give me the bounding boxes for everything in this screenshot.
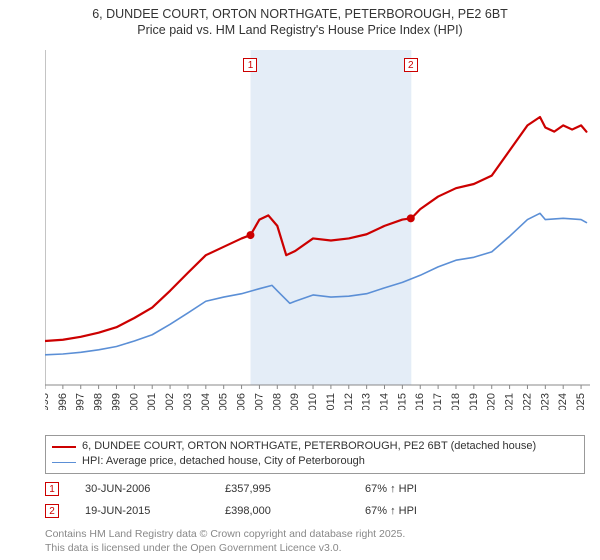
marker-num-2: 2: [49, 506, 55, 517]
svg-text:2004: 2004: [200, 393, 212, 410]
svg-text:2006: 2006: [236, 393, 248, 410]
svg-text:2001: 2001: [146, 393, 158, 410]
transaction-row-2: 2 19-JUN-2015 £398,000 67% ↑ HPI: [45, 500, 585, 522]
attribution-line-2: This data is licensed under the Open Gov…: [45, 542, 342, 554]
transaction-price-1: £357,995: [225, 483, 365, 495]
legend: 6, DUNDEE COURT, ORTON NORTHGATE, PETERB…: [45, 435, 585, 474]
chart-title: 6, DUNDEE COURT, ORTON NORTHGATE, PETERB…: [0, 0, 600, 39]
svg-text:2005: 2005: [218, 393, 230, 410]
svg-text:2022: 2022: [521, 393, 533, 410]
chart-container: 6, DUNDEE COURT, ORTON NORTHGATE, PETERB…: [0, 0, 600, 560]
svg-text:2013: 2013: [361, 393, 373, 410]
svg-text:2000: 2000: [128, 393, 140, 410]
svg-text:2019: 2019: [468, 393, 480, 410]
svg-text:1996: 1996: [57, 393, 69, 410]
svg-text:2012: 2012: [343, 393, 355, 410]
title-line-1: 6, DUNDEE COURT, ORTON NORTHGATE, PETERB…: [92, 7, 508, 21]
svg-text:1998: 1998: [93, 393, 105, 410]
svg-text:1995: 1995: [45, 393, 51, 410]
svg-text:2018: 2018: [450, 393, 462, 410]
svg-text:2011: 2011: [325, 393, 337, 410]
transaction-price-2: £398,000: [225, 505, 365, 517]
svg-text:1997: 1997: [75, 393, 87, 410]
transaction-note-1: 67% ↑ HPI: [365, 483, 505, 495]
svg-text:2015: 2015: [396, 393, 408, 410]
svg-text:2007: 2007: [253, 393, 265, 410]
chart-plot-area: £0£100K£200K£300K£400K£500K£600K£700K£80…: [45, 50, 590, 410]
legend-label-2: HPI: Average price, detached house, City…: [82, 454, 365, 469]
svg-text:2002: 2002: [164, 393, 176, 410]
attribution-line-1: Contains HM Land Registry data © Crown c…: [45, 528, 405, 540]
svg-text:2025: 2025: [575, 393, 587, 410]
svg-text:2021: 2021: [504, 393, 516, 410]
transaction-table: 1 30-JUN-2006 £357,995 67% ↑ HPI 2 19-JU…: [45, 478, 585, 522]
transaction-date-1: 30-JUN-2006: [85, 483, 225, 495]
svg-text:2008: 2008: [271, 393, 283, 410]
legend-row-1: 6, DUNDEE COURT, ORTON NORTHGATE, PETERB…: [52, 439, 578, 454]
marker-num-1: 1: [49, 484, 55, 495]
marker-badge-1: 1: [45, 482, 59, 496]
svg-text:2003: 2003: [182, 393, 194, 410]
event-marker-2: 2: [404, 58, 418, 72]
svg-text:2020: 2020: [486, 393, 498, 410]
transaction-note-2: 67% ↑ HPI: [365, 505, 505, 517]
chart-svg: £0£100K£200K£300K£400K£500K£600K£700K£80…: [45, 50, 590, 410]
transaction-date-2: 19-JUN-2015: [85, 505, 225, 517]
svg-text:2010: 2010: [307, 393, 319, 410]
svg-text:2024: 2024: [557, 393, 569, 410]
svg-text:2023: 2023: [539, 393, 551, 410]
legend-swatch-2: [52, 462, 76, 463]
attribution: Contains HM Land Registry data © Crown c…: [45, 528, 585, 555]
svg-text:2017: 2017: [432, 393, 444, 410]
svg-text:2014: 2014: [379, 393, 391, 410]
legend-row-2: HPI: Average price, detached house, City…: [52, 454, 578, 469]
svg-text:1999: 1999: [110, 393, 122, 410]
svg-text:2009: 2009: [289, 393, 301, 410]
legend-swatch-1: [52, 446, 76, 448]
title-line-2: Price paid vs. HM Land Registry's House …: [137, 23, 462, 37]
legend-label-1: 6, DUNDEE COURT, ORTON NORTHGATE, PETERB…: [82, 439, 536, 454]
svg-text:2016: 2016: [414, 393, 426, 410]
event-marker-1: 1: [243, 58, 257, 72]
marker-badge-2: 2: [45, 504, 59, 518]
transaction-row-1: 1 30-JUN-2006 £357,995 67% ↑ HPI: [45, 478, 585, 500]
